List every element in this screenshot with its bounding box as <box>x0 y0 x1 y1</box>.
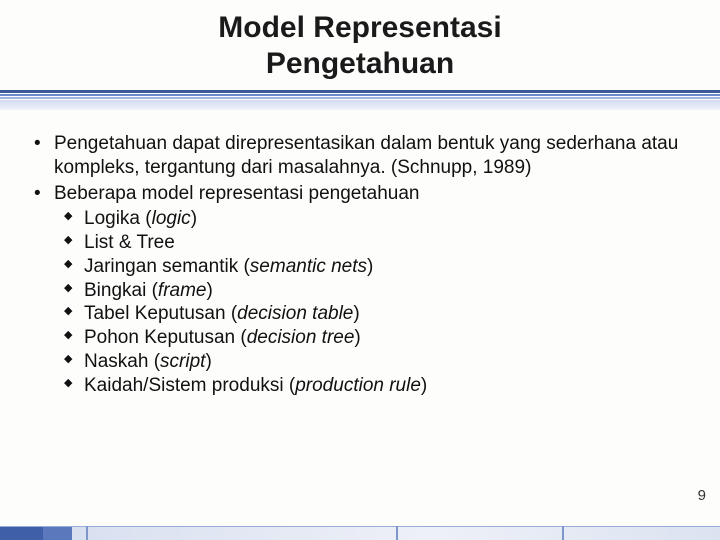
bullet-text-plain: List & Tree <box>84 232 175 253</box>
footer-tick <box>396 526 398 540</box>
bullet-text-tail: ) <box>354 327 360 348</box>
title-line-2: Pengetahuan <box>266 47 454 80</box>
bullet-text: Beberapa model representasi pengetahuan <box>54 183 420 204</box>
bullet-text-plain: Tabel Keputusan ( <box>84 303 237 324</box>
bullet-text-italic: script <box>160 351 205 372</box>
bullet-text-italic: decision table <box>237 303 353 324</box>
bullet-text-italic: decision tree <box>247 327 355 348</box>
bullet-text-tail: ) <box>421 375 427 396</box>
sub-bullet-item: Kaidah/Sistem produksi (production rule) <box>28 374 692 398</box>
sub-bullet-item: Bingkai (frame) <box>28 279 692 303</box>
separator-gradient <box>0 100 720 110</box>
bullet-text-italic: frame <box>158 280 207 301</box>
content-area: Pengetahuan dapat direpresentasikan dala… <box>0 114 720 397</box>
bullet-text-plain: Naskah ( <box>84 351 160 372</box>
separator-line <box>0 94 720 96</box>
bullet-text-italic: logic <box>152 208 191 229</box>
separator-line <box>0 90 720 93</box>
sub-bullet-item: Jaringan semantik (semantic nets) <box>28 255 692 279</box>
bullet-text-tail: ) <box>353 303 359 324</box>
bullet-text-tail: ) <box>207 280 213 301</box>
title-area: Model Representasi Pengetahuan <box>0 0 720 82</box>
slide-title: Model Representasi Pengetahuan <box>20 10 700 82</box>
sub-bullet-item: Tabel Keputusan (decision table) <box>28 302 692 326</box>
bullet-text-tail: ) <box>367 256 373 277</box>
separator-line <box>0 97 720 99</box>
bullet-text-tail: ) <box>205 351 211 372</box>
bullet-text-plain: Bingkai ( <box>84 280 158 301</box>
bullet-text-italic: production rule <box>295 375 421 396</box>
bullet-text-tail: ) <box>191 208 197 229</box>
bullet-item: Beberapa model representasi pengetahuan <box>28 182 692 206</box>
bullet-text-plain: Jaringan semantik ( <box>84 256 250 277</box>
bullet-item: Pengetahuan dapat direpresentasikan dala… <box>28 132 692 180</box>
bullet-text-plain: Logika ( <box>84 208 152 229</box>
footer-tick <box>86 526 88 540</box>
bullet-text-plain: Pohon Keputusan ( <box>84 327 247 348</box>
title-separator <box>0 88 720 114</box>
bullet-text-plain: Kaidah/Sistem produksi ( <box>84 375 295 396</box>
bullet-text: Pengetahuan dapat direpresentasikan dala… <box>54 133 678 178</box>
slide: Model Representasi Pengetahuan Pengetahu… <box>0 0 720 540</box>
sub-bullet-item: Naskah (script) <box>28 350 692 374</box>
sub-bullet-item: List & Tree <box>28 231 692 255</box>
page-number: 9 <box>698 487 706 504</box>
footer-bar <box>0 526 720 540</box>
sub-bullet-item: Logika (logic) <box>28 207 692 231</box>
title-line-1: Model Representasi <box>218 11 501 44</box>
sub-bullet-item: Pohon Keputusan (decision tree) <box>28 326 692 350</box>
footer-tick <box>562 526 564 540</box>
bullet-text-italic: semantic nets <box>250 256 367 277</box>
